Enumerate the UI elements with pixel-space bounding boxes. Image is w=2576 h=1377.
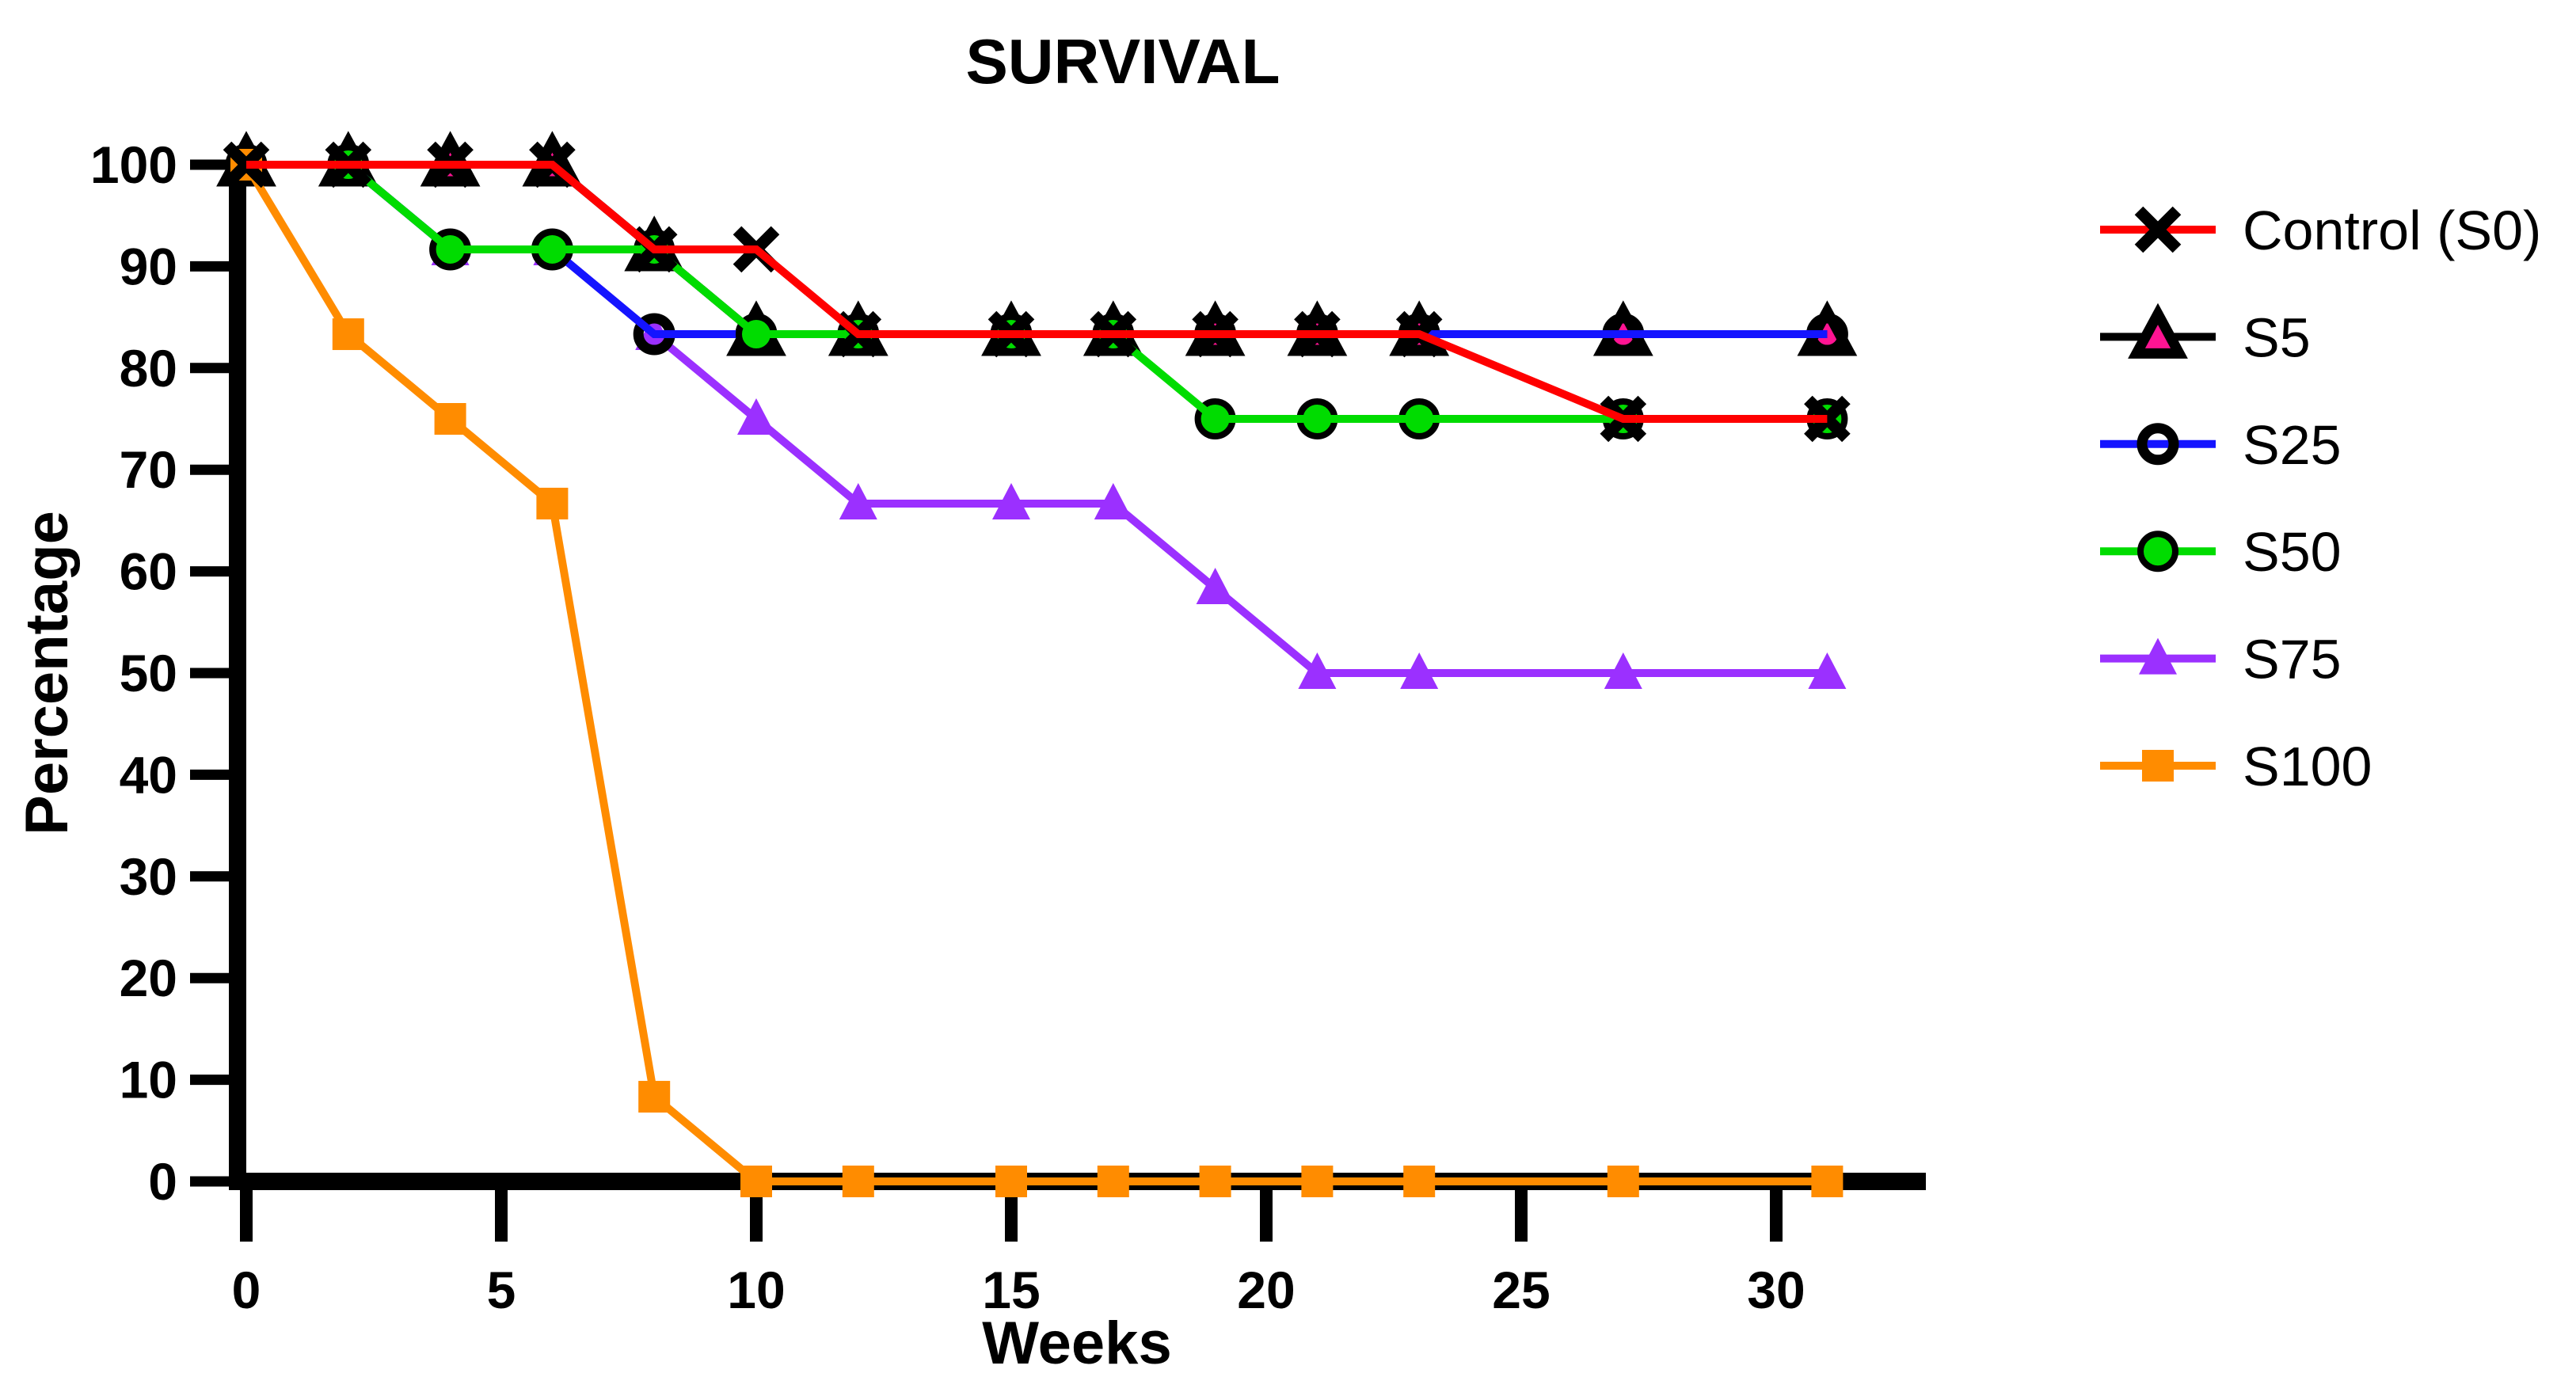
legend-item-s5: S5 (2100, 302, 2311, 368)
x-tick-label: 30 (1747, 1261, 1805, 1319)
cross-marker-icon (2134, 206, 2182, 253)
y-tick-label: 50 (120, 644, 177, 702)
legend: Control (S0) S5 S25 S50 S75 S100 (2100, 200, 2541, 797)
legend-label: S5 (2243, 306, 2311, 368)
triangle-marker-icon (2128, 302, 2188, 359)
legend-label: S100 (2243, 736, 2372, 797)
legend-item-s100: S100 (2100, 736, 2372, 797)
legend-item-control-s0-: Control (S0) (2100, 200, 2541, 261)
legend-item-s25: S25 (2100, 414, 2342, 476)
y-tick-label: 10 (120, 1051, 177, 1109)
legend-label: S25 (2243, 414, 2342, 476)
series-line (246, 161, 1828, 423)
series-s100 (230, 149, 1844, 1197)
y-tick-label: 90 (120, 237, 177, 295)
y-tick-label: 70 (120, 440, 177, 499)
x-tick-label: 25 (1492, 1261, 1550, 1319)
series-line (242, 162, 1828, 1185)
triangle-marker-icon (2139, 637, 2177, 675)
series-line (246, 161, 1828, 423)
circle-marker-icon (2137, 531, 2178, 572)
y-axis-label: Percentage (13, 511, 81, 835)
x-tick-label: 5 (487, 1261, 516, 1319)
y-tick-label: 40 (120, 745, 177, 804)
legend-item-s50: S50 (2100, 521, 2342, 583)
x-tick-label: 15 (982, 1261, 1040, 1319)
series-s50 (226, 144, 1848, 439)
chart-title: SURVIVAL (965, 26, 1280, 97)
y-tick-label: 0 (148, 1152, 177, 1211)
series-layer (216, 131, 1858, 1197)
y-tick-label: 100 (90, 135, 177, 194)
x-tick-label: 10 (727, 1261, 785, 1319)
x-tick-label: 20 (1237, 1261, 1295, 1319)
legend-label: Control (S0) (2243, 200, 2541, 261)
open-circle-marker-icon (2137, 423, 2179, 466)
y-tick-label: 30 (120, 847, 177, 906)
y-tick-label: 60 (120, 542, 177, 601)
legend-item-s75: S75 (2100, 629, 2342, 690)
legend-label: S50 (2243, 521, 2342, 583)
y-tick-label: 80 (120, 339, 177, 398)
x-axis-label: Weeks (982, 1310, 1171, 1377)
series-control-s0- (223, 141, 1851, 443)
square-marker-icon (2142, 750, 2174, 782)
legend-label: S75 (2243, 629, 2342, 690)
x-tick-label: 0 (232, 1261, 261, 1319)
y-tick-label: 20 (120, 949, 177, 1007)
